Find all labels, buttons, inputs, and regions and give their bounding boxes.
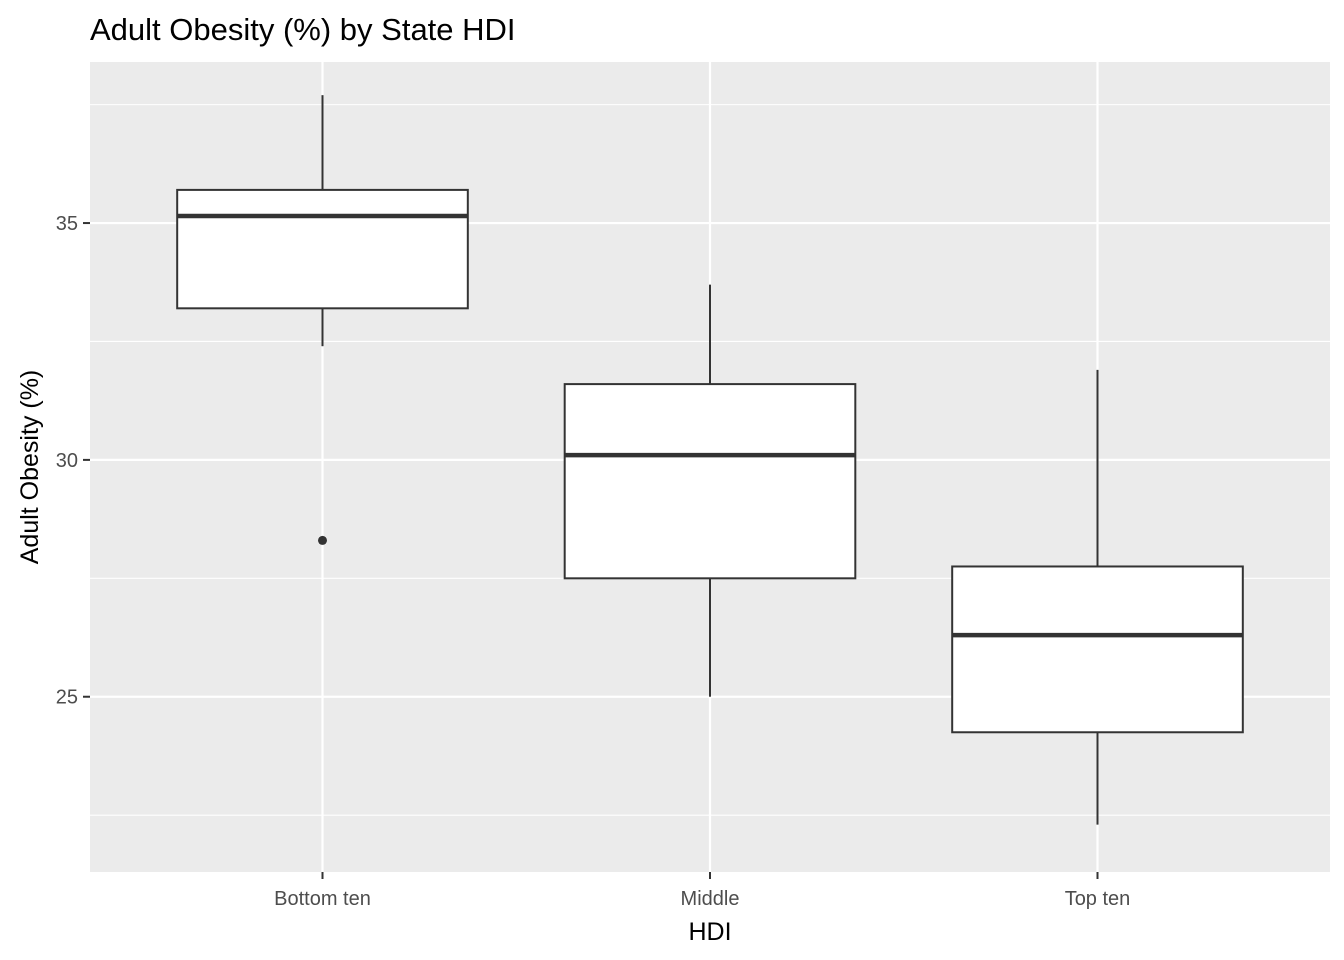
outlier-point — [318, 535, 327, 545]
box-group — [176, 95, 469, 545]
y-axis-title: Adult Obesity (%) — [16, 370, 44, 565]
iqr-box — [951, 565, 1244, 734]
iqr-box — [176, 188, 469, 310]
y-tick-label: 30 — [56, 450, 78, 472]
x-axis-title: HDI — [688, 918, 731, 946]
chart-title: Adult Obesity (%) by State HDI — [90, 12, 516, 47]
x-tick-label: Bottom ten — [274, 888, 371, 910]
box-group — [563, 284, 857, 697]
iqr-box — [563, 383, 857, 580]
axes: 25 30 35 Bottom ten Middle Top ten — [56, 213, 1131, 910]
box-group — [951, 369, 1244, 825]
y-tick-label: 35 — [56, 213, 78, 235]
boxes — [176, 95, 1244, 825]
x-tick-label: Middle — [681, 888, 740, 910]
y-tick-label: 25 — [56, 687, 78, 709]
x-tick-label: Top ten — [1065, 888, 1131, 910]
